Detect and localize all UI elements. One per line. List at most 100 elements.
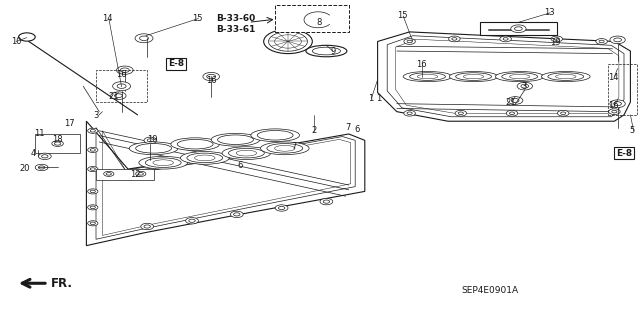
Text: 15: 15 xyxy=(397,11,407,20)
Ellipse shape xyxy=(561,112,566,115)
Ellipse shape xyxy=(511,25,526,33)
Text: 16: 16 xyxy=(416,60,426,69)
Ellipse shape xyxy=(35,164,48,171)
Ellipse shape xyxy=(115,94,122,98)
Text: 16: 16 xyxy=(206,76,216,85)
Ellipse shape xyxy=(610,36,625,44)
Ellipse shape xyxy=(609,109,620,115)
Ellipse shape xyxy=(138,173,143,175)
Ellipse shape xyxy=(508,97,523,104)
Ellipse shape xyxy=(515,27,522,31)
Ellipse shape xyxy=(269,32,307,51)
Ellipse shape xyxy=(599,40,604,43)
Ellipse shape xyxy=(551,36,563,42)
Ellipse shape xyxy=(260,142,309,155)
Ellipse shape xyxy=(407,40,412,43)
Ellipse shape xyxy=(187,153,223,163)
Text: 16: 16 xyxy=(608,101,618,110)
Polygon shape xyxy=(86,121,365,246)
Ellipse shape xyxy=(521,84,529,88)
Text: E-8: E-8 xyxy=(616,149,632,158)
Ellipse shape xyxy=(218,135,253,145)
Ellipse shape xyxy=(463,74,484,79)
Ellipse shape xyxy=(116,66,133,74)
Ellipse shape xyxy=(189,219,195,222)
Ellipse shape xyxy=(503,38,508,40)
Ellipse shape xyxy=(455,110,467,116)
Ellipse shape xyxy=(614,38,621,42)
Ellipse shape xyxy=(90,130,95,132)
Text: SEP4E0901A: SEP4E0901A xyxy=(461,286,518,295)
Ellipse shape xyxy=(38,166,45,169)
Ellipse shape xyxy=(140,36,148,41)
Text: 11: 11 xyxy=(35,130,45,138)
Ellipse shape xyxy=(403,71,452,82)
Ellipse shape xyxy=(203,72,220,81)
Text: 5: 5 xyxy=(630,126,635,135)
Text: 14: 14 xyxy=(608,73,618,82)
Text: 17: 17 xyxy=(64,119,74,128)
Ellipse shape xyxy=(541,71,590,82)
Ellipse shape xyxy=(19,33,35,41)
Text: 20: 20 xyxy=(19,164,29,173)
Ellipse shape xyxy=(111,92,126,100)
Text: FR.: FR. xyxy=(51,277,73,290)
Ellipse shape xyxy=(228,148,264,158)
Ellipse shape xyxy=(257,130,293,140)
Text: 21: 21 xyxy=(506,98,516,107)
Text: 3: 3 xyxy=(521,82,526,91)
Ellipse shape xyxy=(113,82,131,91)
Ellipse shape xyxy=(404,110,415,116)
Text: 9: 9 xyxy=(330,47,335,56)
Text: 21: 21 xyxy=(109,92,119,101)
Ellipse shape xyxy=(404,39,415,44)
Ellipse shape xyxy=(135,34,153,43)
Ellipse shape xyxy=(104,171,114,176)
Ellipse shape xyxy=(610,100,625,108)
Ellipse shape xyxy=(495,71,544,82)
Ellipse shape xyxy=(502,73,538,80)
Ellipse shape xyxy=(153,160,173,166)
Text: 13: 13 xyxy=(544,8,554,17)
Ellipse shape xyxy=(267,144,303,153)
Ellipse shape xyxy=(264,29,312,54)
Ellipse shape xyxy=(275,205,288,211)
Ellipse shape xyxy=(548,73,584,80)
Polygon shape xyxy=(96,169,154,180)
Ellipse shape xyxy=(88,128,98,133)
Ellipse shape xyxy=(275,35,301,48)
Ellipse shape xyxy=(407,112,412,115)
Ellipse shape xyxy=(458,112,463,115)
Ellipse shape xyxy=(312,47,340,55)
Ellipse shape xyxy=(145,158,181,167)
Ellipse shape xyxy=(90,190,95,193)
Text: 1: 1 xyxy=(369,94,374,103)
Text: 1: 1 xyxy=(376,94,381,103)
Text: 14: 14 xyxy=(102,14,113,23)
Ellipse shape xyxy=(38,153,51,160)
Ellipse shape xyxy=(90,168,95,170)
Ellipse shape xyxy=(449,36,460,42)
Ellipse shape xyxy=(289,19,300,24)
Ellipse shape xyxy=(306,45,347,57)
Ellipse shape xyxy=(207,74,216,79)
Ellipse shape xyxy=(180,152,229,164)
Ellipse shape xyxy=(500,36,511,42)
Ellipse shape xyxy=(52,141,63,146)
Ellipse shape xyxy=(141,223,154,230)
Ellipse shape xyxy=(320,198,333,205)
FancyBboxPatch shape xyxy=(275,5,349,32)
Ellipse shape xyxy=(456,73,492,80)
Ellipse shape xyxy=(88,221,98,226)
Text: 4: 4 xyxy=(31,149,36,158)
Text: 8: 8 xyxy=(316,18,321,27)
Ellipse shape xyxy=(509,74,530,79)
Ellipse shape xyxy=(511,99,519,102)
Text: 2: 2 xyxy=(311,126,316,135)
Ellipse shape xyxy=(452,38,457,40)
Text: 6: 6 xyxy=(237,161,243,170)
Ellipse shape xyxy=(554,38,559,40)
Ellipse shape xyxy=(417,74,438,79)
Ellipse shape xyxy=(117,84,126,88)
Ellipse shape xyxy=(171,138,220,151)
